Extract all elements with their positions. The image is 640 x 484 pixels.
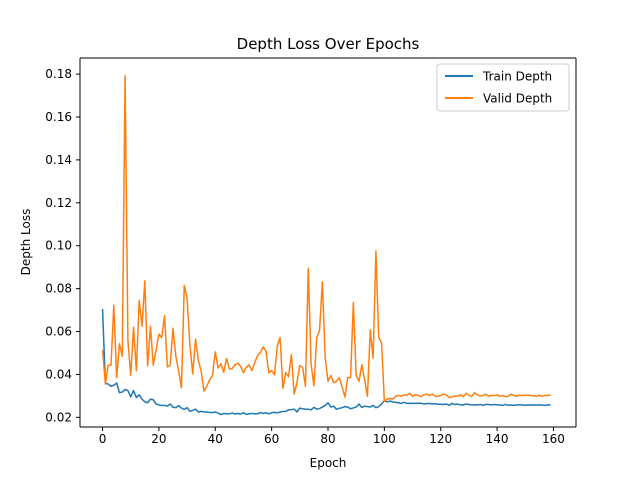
x-tick-label: 20: [151, 432, 166, 446]
legend-label-train-depth: Train Depth: [482, 70, 552, 84]
plot-area: [80, 58, 576, 427]
x-tick-label: 40: [208, 432, 223, 446]
series-layer: [101, 75, 551, 416]
legend-label-valid-depth: Valid Depth: [483, 92, 552, 106]
series-line-valid-depth: [101, 75, 551, 403]
y-axis-ticks: 0.02 0.04 0.06 0.08 0.10 0.12 0.14 0.16 0.18: [45, 67, 80, 424]
x-axis-ticks: 0 20 40 60 80 100 120 140 160: [99, 427, 565, 446]
x-tick-label: 0: [99, 432, 107, 446]
x-tick-label: 120: [429, 432, 452, 446]
y-tick-label: 0.16: [45, 110, 72, 124]
y-tick-label: 0.04: [45, 367, 72, 381]
x-tick-label: 100: [373, 432, 396, 446]
y-tick-label: 0.10: [45, 239, 72, 253]
x-axis-label: Epoch: [310, 456, 347, 470]
chart-title: Depth Loss Over Epochs: [237, 35, 420, 53]
x-tick-label: 60: [264, 432, 279, 446]
y-tick-label: 0.02: [45, 410, 72, 424]
chart-legend: Train Depth Valid Depth: [436, 63, 570, 112]
y-tick-label: 0.06: [45, 325, 72, 339]
y-tick-label: 0.08: [45, 282, 72, 296]
x-tick-label: 160: [542, 432, 565, 446]
series-line-train-depth: [101, 308, 551, 416]
y-tick-label: 0.18: [45, 67, 72, 81]
y-axis-label: Depth Loss: [19, 209, 33, 276]
x-tick-label: 80: [320, 432, 335, 446]
y-tick-label: 0.12: [45, 196, 72, 210]
y-tick-label: 0.14: [45, 153, 72, 167]
x-tick-label: 140: [486, 432, 509, 446]
